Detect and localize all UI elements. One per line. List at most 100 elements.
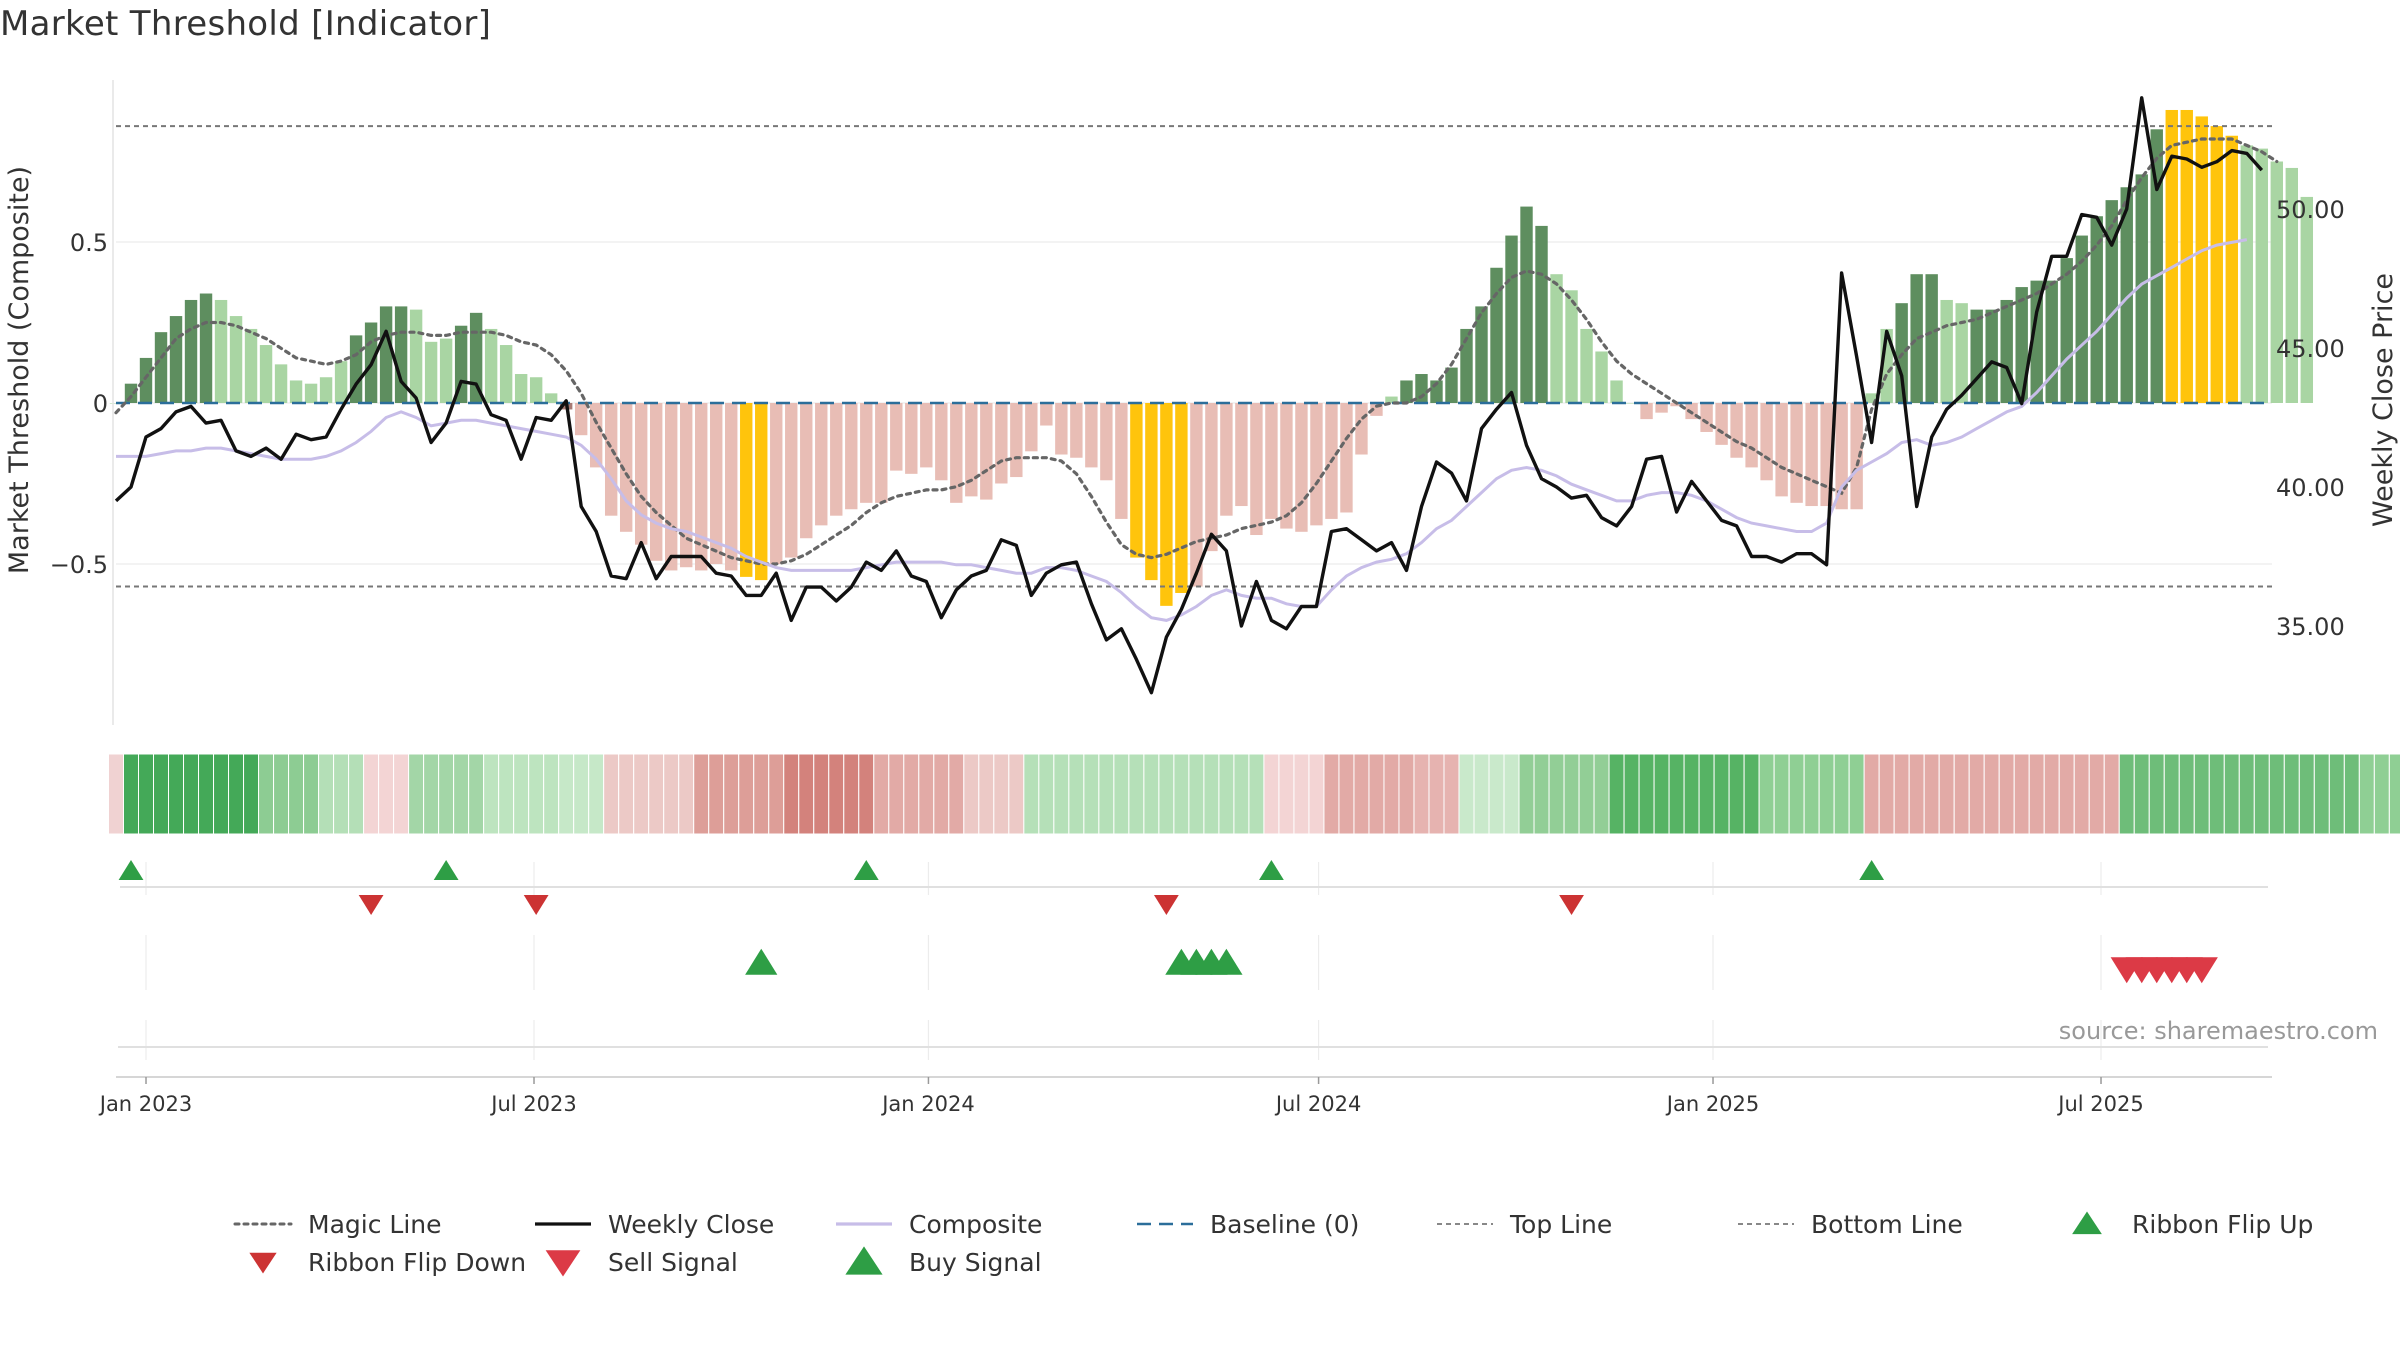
composite-bar	[499, 345, 513, 403]
ribbon-cell	[2058, 753, 2075, 835]
composite-bar	[1100, 403, 1113, 481]
ribbon-cell	[1158, 753, 1175, 835]
ribbon-cell	[2043, 753, 2060, 835]
ribbon-cell	[2238, 753, 2255, 835]
ribbon-cell	[1323, 753, 1340, 835]
composite-bar	[965, 403, 978, 497]
composite-bar	[1970, 309, 1983, 403]
ribbon-cell	[903, 753, 920, 835]
composite-bar	[2165, 109, 2178, 403]
ribbon-cell	[1173, 753, 1190, 835]
composite-bar	[1055, 403, 1068, 455]
y2-tick-label: 45.00	[2276, 335, 2345, 363]
composite-bar	[1475, 306, 1488, 403]
composite-bar	[379, 306, 393, 403]
composite-bar	[1775, 403, 1788, 497]
ribbon-cell	[1098, 753, 1115, 835]
ribbon-cell	[1908, 753, 1925, 835]
ribbon-cell	[2283, 753, 2300, 835]
ribbon-cell	[2358, 753, 2375, 835]
ribbon-cell	[828, 753, 845, 835]
ribbon-cell	[1503, 753, 1520, 835]
ribbon-cell	[1743, 753, 1760, 835]
composite-bar	[770, 403, 783, 564]
ribbon-cell	[963, 753, 980, 835]
buy-signal-marker	[745, 948, 778, 975]
composite-bar	[2150, 129, 2163, 404]
y2-tick-label: 35.00	[2276, 613, 2345, 641]
composite-bar	[574, 403, 588, 436]
ribbon-cell	[1638, 753, 1655, 835]
ribbon-cell	[393, 753, 410, 835]
ribbon-cell	[1803, 753, 1820, 835]
composite-bar	[800, 403, 813, 539]
composite-bar	[920, 403, 933, 468]
composite-bar	[890, 403, 903, 471]
ribbon-cell	[1578, 753, 1595, 835]
ribbon-cell	[1713, 753, 1730, 835]
legend-label: Baseline (0)	[1210, 1210, 1359, 1239]
composite-bar	[2300, 196, 2314, 403]
composite-bar	[1295, 403, 1308, 532]
composite-bar	[2210, 126, 2223, 403]
ribbon-cell	[1683, 753, 1700, 835]
composite-bar	[1460, 328, 1473, 403]
ribbon-cell	[2193, 753, 2210, 835]
ribbon-cell	[1728, 753, 1745, 835]
ribbon-cell	[618, 753, 635, 835]
composite-bar	[680, 403, 693, 568]
ribbon-cell	[1653, 753, 1670, 835]
legend-label: Weekly Close	[608, 1210, 774, 1239]
composite-bar	[875, 403, 888, 503]
ribbon-cell	[1218, 753, 1235, 835]
composite-bar	[1985, 309, 1998, 403]
composite-bar	[1385, 396, 1398, 403]
chart-title: Market Threshold [Indicator]	[0, 4, 492, 44]
ribbon-cell	[1308, 753, 1325, 835]
ribbon-cell	[1278, 753, 1295, 835]
legend-item-composite: Composite	[836, 1210, 1042, 1239]
ribbon-flip-down-marker	[358, 895, 384, 915]
legend-item-bottom-line: Bottom Line	[1738, 1210, 1963, 1239]
ribbon-cell	[1473, 753, 1490, 835]
composite-bar	[529, 377, 543, 403]
ribbon-cell	[993, 753, 1010, 835]
composite-bar	[2000, 299, 2013, 403]
ribbon-cell	[1938, 753, 1955, 835]
ribbon-cell	[363, 753, 380, 835]
ribbon-cell	[2298, 753, 2315, 835]
composite-bar	[229, 316, 243, 403]
legend-label: Ribbon Flip Up	[2132, 1210, 2313, 1239]
composite-bar	[1940, 299, 1953, 403]
composite-bar	[2240, 145, 2253, 403]
composite-bar	[1340, 403, 1353, 513]
ribbon-cell	[513, 753, 530, 835]
composite-bar	[1640, 403, 1653, 420]
ribbon-cell	[228, 753, 245, 835]
ribbon-cell	[1758, 753, 1775, 835]
composite-bar	[1445, 367, 1458, 403]
composite-bar	[2105, 200, 2118, 403]
legend-label: Top Line	[1509, 1210, 1612, 1239]
ribbon-cell	[2148, 753, 2165, 835]
legend-swatch	[545, 1250, 581, 1277]
composite-bar	[469, 312, 483, 403]
ribbon-cell	[2103, 753, 2120, 835]
ribbon-cell	[1053, 753, 1070, 835]
ribbon-cell	[2088, 753, 2105, 835]
ribbon-cell	[198, 753, 215, 835]
ribbon-cell	[1353, 753, 1370, 835]
composite-bar	[1415, 374, 1428, 403]
legend-item-magic-line: Magic Line	[233, 1210, 442, 1239]
ribbon-cell	[2388, 753, 2400, 835]
legend-label: Sell Signal	[608, 1248, 738, 1277]
ribbon-cell	[1113, 753, 1130, 835]
legend-item-top-line: Top Line	[1437, 1210, 1612, 1239]
legend-item-baseline-0: Baseline (0)	[1137, 1210, 1359, 1239]
ribbon-cell	[1818, 753, 1835, 835]
ribbon-cell	[813, 753, 830, 835]
ribbon-cell	[1518, 753, 1535, 835]
composite-bar	[845, 403, 858, 510]
ribbon-cell	[333, 753, 350, 835]
x-tick-label: Jul 2023	[489, 1092, 576, 1116]
